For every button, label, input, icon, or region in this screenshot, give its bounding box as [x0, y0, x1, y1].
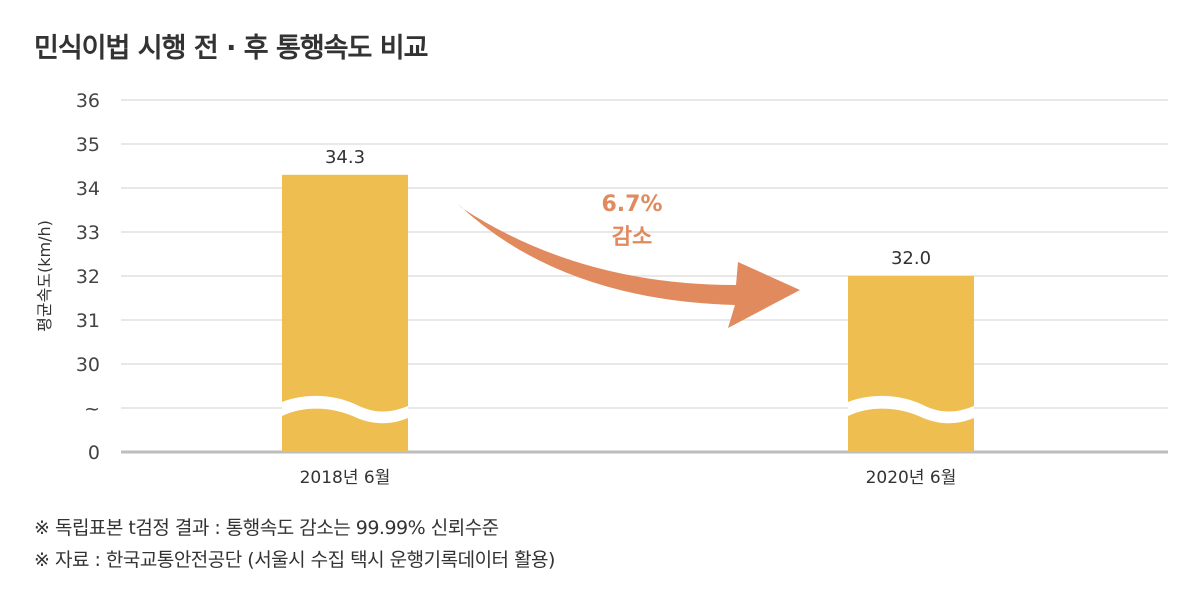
- y-tick-label: 0: [88, 442, 100, 464]
- decrease-arrow-icon: [458, 204, 800, 328]
- axis-break-wave: [848, 395, 974, 424]
- chart-title: 민식이법 시행 전 · 후 통행속도 비교: [34, 33, 428, 64]
- y-axis-label: 평균속도(km/h): [35, 220, 54, 332]
- y-tick-label: 36: [76, 90, 100, 112]
- note-t-test: ※ 독립표본 t검정 결과 : 통행속도 감소는 99.99% 신뢰수준: [34, 517, 499, 539]
- bar-value-label: 32.0: [891, 248, 931, 269]
- y-tick-label: 34: [76, 178, 100, 200]
- x-category-label: 2020년 6월: [866, 468, 957, 488]
- axis-break-wave: [282, 395, 408, 424]
- y-tick-label: 33: [76, 222, 100, 244]
- y-tick-label: ~: [84, 398, 100, 420]
- x-category-label: 2018년 6월: [300, 468, 391, 488]
- annotation-percent: 6.7%: [601, 192, 662, 217]
- note-source: ※ 자료 : 한국교통안전공단 (서울시 수집 택시 운행기록데이터 활용): [34, 549, 555, 571]
- y-tick-label: 32: [76, 266, 100, 288]
- annotation-decrease: 감소: [612, 225, 652, 250]
- y-tick-label: 31: [76, 310, 100, 332]
- bar-value-label: 34.3: [325, 147, 365, 168]
- y-tick-label: 35: [76, 134, 100, 156]
- bar: [848, 276, 974, 452]
- y-tick-label: 30: [76, 354, 100, 376]
